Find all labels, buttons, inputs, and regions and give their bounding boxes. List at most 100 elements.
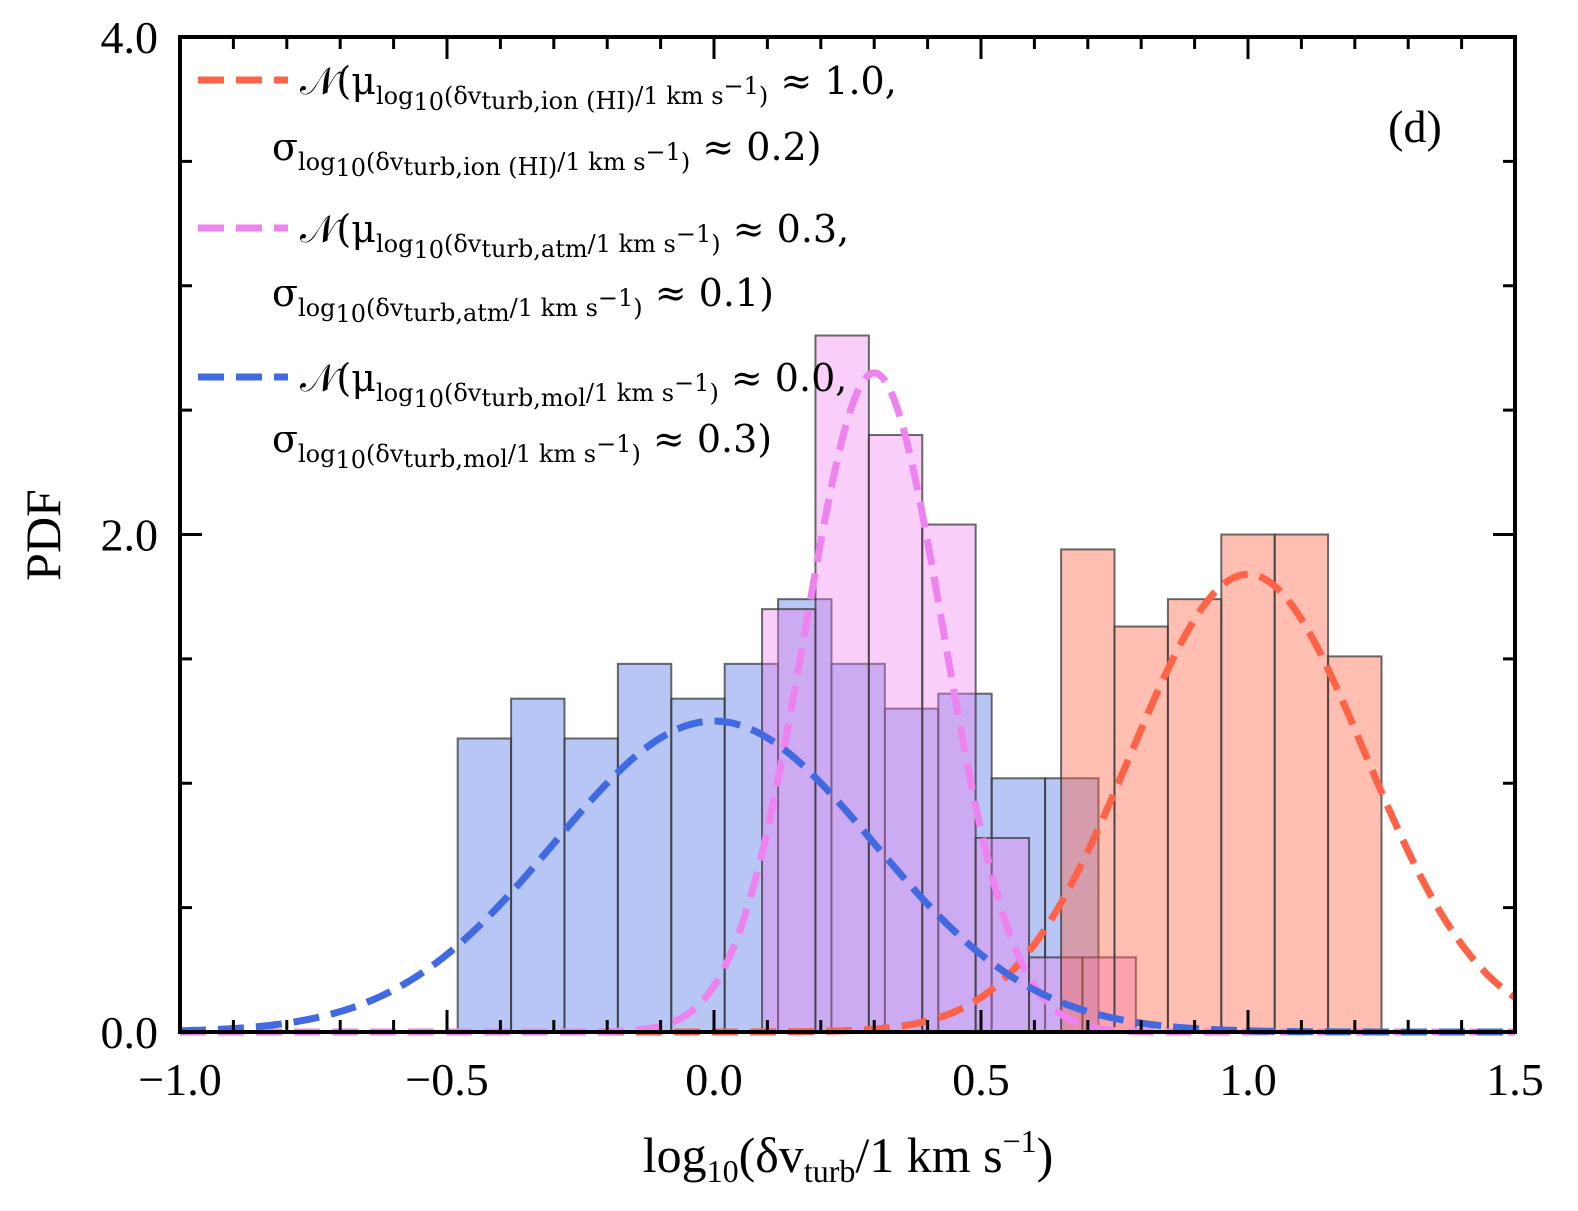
y-tick-label: 0.0 — [101, 1007, 159, 1058]
legend-label-atm: 𝒩(μlog10(δvturb,atm/1 km s−1) ≈ 0.3, — [300, 207, 849, 264]
legend-ion-sub7: ) — [759, 82, 768, 110]
x-axis-title: log10(δvturb/1 km s−1) — [643, 1123, 1054, 1189]
legend-mol-sigma-pre: σ — [272, 417, 298, 461]
legend-atm-sigma-post: ≈ 0.1) — [643, 271, 774, 315]
legend-atm-sub2: 10 — [413, 236, 444, 264]
legend-ion-sigma-sub6: −1 — [646, 138, 681, 166]
x-tick-label: 0.5 — [952, 1054, 1010, 1105]
legend-ion-post: ≈ 1.0, — [768, 59, 897, 103]
legend-ion-sub1: log — [376, 82, 414, 110]
legend-ion-sub3: (δv — [444, 82, 482, 110]
legend-atm-sub7: ) — [711, 230, 720, 258]
x-title-log: log — [643, 1127, 707, 1183]
legend-atm-sigma-sub5: /1 km s — [510, 294, 598, 322]
legend-entry-mol: 𝒩(μlog10(δvturb,mol/1 km s−1) ≈ 0.0, σlo… — [198, 356, 847, 474]
bar-mol-2 — [563, 737, 619, 1033]
legend-ion-pre: 𝒩(μ — [300, 59, 376, 103]
bar-mol-3 — [616, 662, 673, 1033]
bar-mol-1 — [510, 697, 566, 1033]
x-title-sub: turb — [804, 1153, 856, 1189]
legend-entry-ion: 𝒩(μlog10(δvturb,ion (HI)/1 km s−1) ≈ 1.0… — [198, 59, 897, 182]
x-tick-label: −0.5 — [405, 1054, 488, 1105]
legend-ion-sigma-post: ≈ 0.2) — [690, 125, 821, 169]
legend-sigma-atm: σlog10(δvturb,atm/1 km s−1) ≈ 0.1) — [272, 271, 774, 328]
x-tick-labels: −1.0 −0.5 0.0 0.5 1.0 1.5 — [138, 1054, 1543, 1105]
legend-mol-sigma-post: ≈ 0.3) — [641, 417, 772, 461]
bar-ion_HI-3 — [1220, 533, 1276, 1033]
legend-entry-atm: 𝒩(μlog10(δvturb,atm/1 km s−1) ≈ 0.3, σlo… — [198, 207, 849, 328]
y-tick-label: 4.0 — [101, 12, 159, 63]
legend-atm-post: ≈ 0.3, — [721, 207, 850, 251]
x-tick-label: 1.5 — [1486, 1054, 1544, 1105]
legend-mol-sigma-sub3: (δv — [366, 440, 404, 468]
legend-mol-sub5: /1 km s — [586, 379, 674, 407]
legend-atm-sigma-sub2: 10 — [335, 300, 366, 328]
bar-atm-1 — [814, 334, 870, 1033]
y-tick-label: 2.0 — [101, 510, 159, 561]
legend-mol-sub2: 10 — [413, 385, 444, 413]
legend-ion-sigma-sub7: ) — [681, 148, 690, 176]
y-tick-labels: 0.0 2.0 4.0 — [101, 12, 159, 1058]
x-title-mid: /1 km s — [855, 1127, 1002, 1183]
axes-frame — [178, 35, 1517, 1034]
legend-ion-sigma-sub2: 10 — [335, 154, 366, 182]
panel-label: (d) — [1388, 101, 1442, 152]
legend-ion-sigma-sub5: /1 km s — [557, 148, 645, 176]
legend-ion-sigma-pre: σ — [272, 125, 298, 169]
legend-ion-sub2: 10 — [413, 88, 444, 116]
bar-atm-4 — [974, 836, 1031, 1033]
legend-mol-sigma-sub2: 10 — [335, 446, 366, 474]
legend-sigma-ion: σlog10(δvturb,ion (HI)/1 km s−1) ≈ 0.2) — [272, 125, 822, 182]
legend-mol-sigma-sub4: turb,mol — [403, 445, 507, 473]
histogram-mol — [456, 598, 1100, 1034]
legend-ion-sigma-sub1: log — [298, 148, 336, 176]
legend-mol-sigma-sub5: /1 km s — [508, 440, 596, 468]
legend-mol-sigma-sub1: log — [298, 440, 336, 468]
legend-mol-sub3: (δv — [444, 379, 482, 407]
legend-atm-sub5: /1 km s — [588, 230, 676, 258]
legend-ion-sigma-sub4: turb,ion (HI) — [403, 153, 557, 181]
histogram-atm — [761, 334, 1137, 1034]
legend-mol-sigma-sub7: ) — [631, 440, 640, 468]
legend-mol-post: ≈ 0.0, — [719, 356, 848, 400]
legend-atm-pre: 𝒩(μ — [300, 207, 376, 251]
legend: 𝒩(μlog10(δvturb,ion (HI)/1 km s−1) ≈ 1.0… — [198, 59, 897, 474]
bar-ion_HI-1 — [1113, 625, 1169, 1033]
bar-ion_HI-2 — [1166, 598, 1223, 1033]
x-title-open: (δv — [739, 1127, 804, 1183]
legend-label-ion: 𝒩(μlog10(δvturb,ion (HI)/1 km s−1) ≈ 1.0… — [300, 59, 897, 116]
legend-label-mol: 𝒩(μlog10(δvturb,mol/1 km s−1) ≈ 0.0, — [300, 356, 847, 413]
legend-atm-sigma-sub4: turb,atm — [403, 299, 510, 327]
x-tick-label: 1.0 — [1219, 1054, 1277, 1105]
legend-ion-sub4: turb,ion (HI) — [481, 87, 635, 115]
legend-ion-sub6: −1 — [724, 72, 759, 100]
x-title-sub10: 10 — [707, 1153, 739, 1189]
legend-atm-sigma-sub6: −1 — [598, 284, 633, 312]
legend-atm-sub3: (δv — [444, 230, 482, 258]
legend-mol-pre: 𝒩(μ — [300, 356, 376, 400]
legend-atm-sigma-pre: σ — [272, 271, 298, 315]
x-tick-label: 0.0 — [685, 1054, 743, 1105]
histogram-bars — [456, 334, 1383, 1034]
bar-mol-0 — [456, 737, 513, 1033]
legend-atm-sigma-sub7: ) — [633, 294, 642, 322]
bar-mol-11 — [1044, 777, 1100, 1034]
bar-ion_HI-4 — [1273, 533, 1330, 1033]
plot-area — [178, 35, 1517, 1036]
legend-mol-sub7: ) — [709, 379, 718, 407]
legend-atm-sigma-sub1: log — [298, 294, 336, 322]
legend-atm-sub1: log — [376, 230, 414, 258]
legend-ion-sigma-sub3: (δv — [366, 148, 404, 176]
bar-ion_HI-5 — [1327, 655, 1383, 1033]
bar-ion_HI-0 — [1060, 548, 1116, 1033]
x-title-close: ) — [1037, 1127, 1054, 1183]
y-axis-title: PDF — [15, 489, 71, 581]
bar-atm-2 — [867, 434, 924, 1033]
x-tick-label: −1.0 — [138, 1054, 221, 1105]
legend-mol-sub4: turb,mol — [481, 384, 585, 412]
legend-mol-sub6: −1 — [674, 369, 709, 397]
legend-mol-sigma-sub6: −1 — [596, 430, 631, 458]
legend-atm-sigma-sub3: (δv — [366, 294, 404, 322]
